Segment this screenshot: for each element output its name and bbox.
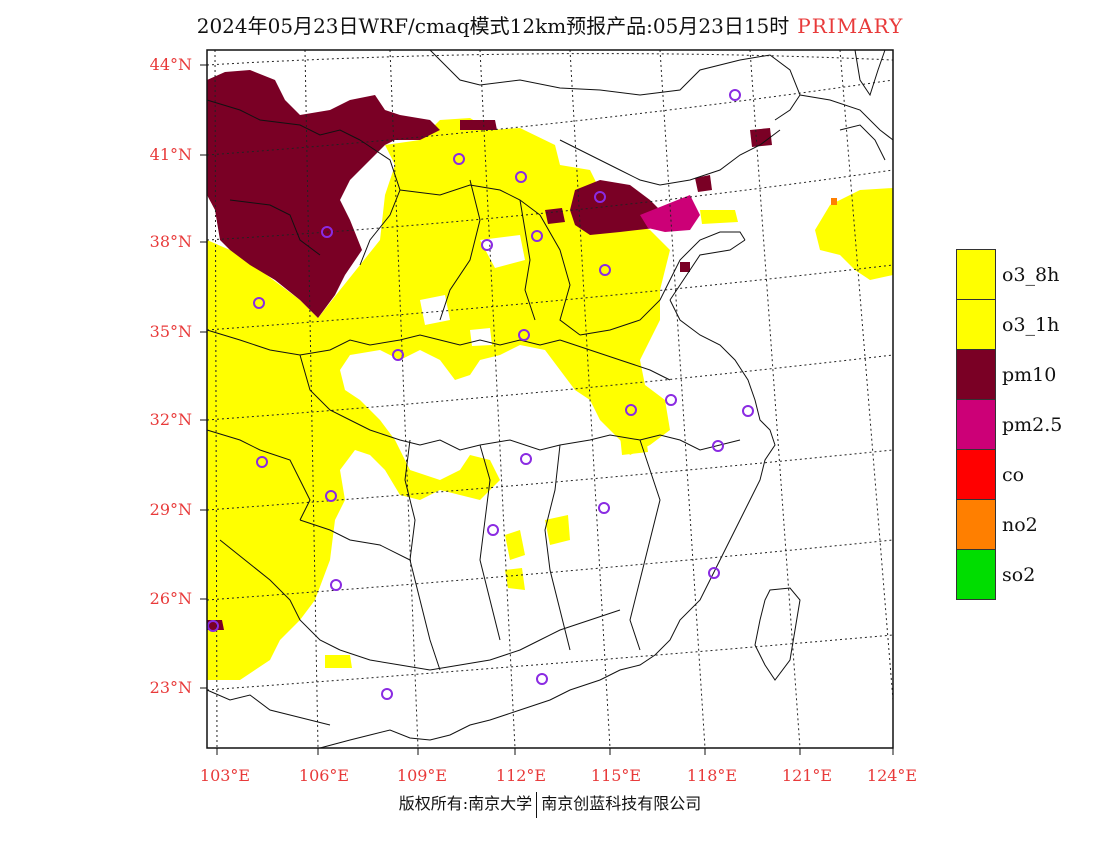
lon-label: 106°E [298,766,350,785]
clear-hole-4 [470,328,492,346]
lon-label: 124°E [866,766,918,785]
pm10-patch-2 [695,175,712,192]
copyright-footer: 版权所有:南京大学 南京创蓝科技有限公司 [0,790,1100,818]
lat-label: 32°N [149,410,192,429]
station-marker [625,404,637,416]
station-marker [381,688,393,700]
pm10-patch-4 [750,128,772,147]
pollution-fields [207,70,893,680]
station-marker [515,171,527,183]
pm25-region [640,195,700,232]
legend-label: pm2.5 [1002,414,1063,436]
lon-label: 103°E [199,766,251,785]
station-marker [256,456,268,468]
title-text: 2024年05月23日WRF/cmaq模式12km预报产品:05月23日15时 [196,14,790,38]
legend-swatch [956,499,996,550]
lat-label: 35°N [149,322,192,341]
legend-label: co [1002,464,1025,486]
graticule [206,49,894,749]
pm10-region-ne [570,180,665,235]
station-marker [487,524,499,536]
station-marker [742,405,754,417]
pm10-patch-6 [680,262,690,272]
axis-ticks [200,64,894,755]
station-marker [708,567,720,579]
clear-hole-3 [420,295,450,325]
legend-swatch [956,349,996,400]
station-marker [594,191,606,203]
station-marker [598,502,610,514]
station-markers [207,89,754,700]
o3-patch-1 [505,530,525,560]
legend-swatch [956,249,996,300]
legend-label: o3_8h [1002,264,1060,286]
legend-swatch [956,299,996,350]
o3-patch-2 [505,568,525,590]
o3-patch-4 [325,655,352,668]
lon-label: 112°E [495,766,547,785]
map-frame [206,49,894,749]
footer-separator [536,791,538,818]
station-marker [729,89,741,101]
o3-patch-3 [545,515,570,545]
lon-label: 118°E [686,766,738,785]
legend-label: o3_1h [1002,314,1060,336]
legend-swatch [956,399,996,450]
station-marker [321,226,333,238]
lat-label: 38°N [149,232,192,251]
copyright-company: 南京创蓝科技有限公司 [541,794,702,813]
lat-label: 41°N [149,145,192,164]
station-marker [207,620,219,632]
station-marker [520,453,532,465]
lon-label: 109°E [396,766,448,785]
o3-region [207,118,670,680]
station-marker [325,490,337,502]
lat-label: 26°N [149,589,192,608]
station-marker [665,394,677,406]
legend-label: so2 [1002,564,1036,586]
copyright-owner: 版权所有:南京大学 [398,794,533,813]
pm10-patch-3 [460,120,497,130]
station-marker [253,297,265,309]
no2-patch [831,198,837,205]
clear-hole-1 [350,365,400,395]
lat-label: 29°N [149,500,192,519]
boundaries [206,49,894,749]
station-marker [392,349,404,361]
pm10-patch-5 [207,620,224,630]
o3-region-east [815,188,893,280]
o3-patch-6 [620,430,648,455]
station-marker [536,673,548,685]
lat-label: 23°N [149,678,192,697]
legend-swatch [956,549,996,600]
station-marker [531,230,543,242]
legend-label: no2 [1002,514,1038,536]
lat-label: 44°N [149,55,192,74]
map-title: 2024年05月23日WRF/cmaq模式12km预报产品:05月23日15时 P… [0,10,1100,39]
o3-patch-5 [700,210,738,224]
station-marker [712,440,724,452]
legend-swatch [956,449,996,500]
lon-label: 121°E [781,766,833,785]
pm10-region [207,70,440,318]
station-marker [599,264,611,276]
lon-label: 115°E [590,766,642,785]
legend-label: pm10 [1002,364,1057,386]
station-marker [518,329,530,341]
station-marker [453,153,465,165]
pm10-patch-1 [545,208,565,224]
primary-tag: PRIMARY [797,14,904,38]
station-marker [481,239,493,251]
station-marker [330,579,342,591]
